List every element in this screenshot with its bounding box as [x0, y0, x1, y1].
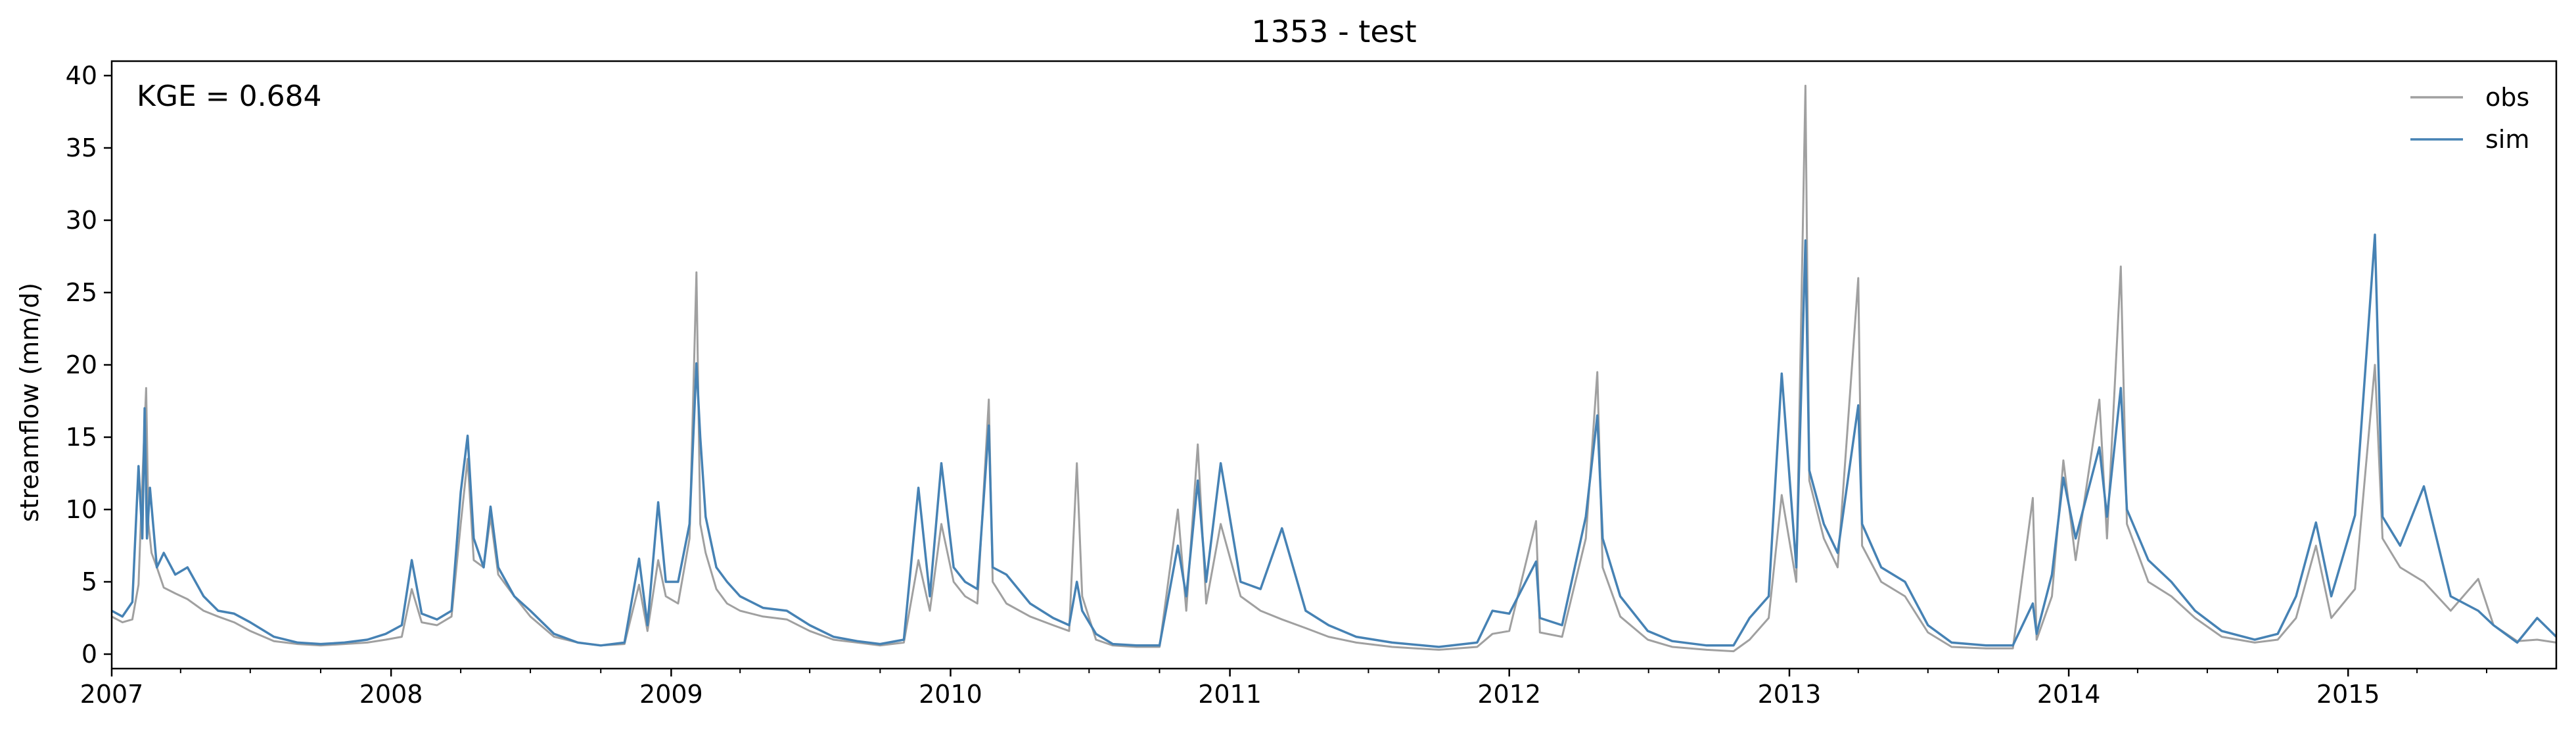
legend: obs sim	[2410, 83, 2529, 154]
x-tick-label: 2015	[2316, 680, 2380, 709]
chart-title: 1353 - test	[1251, 14, 1416, 49]
y-tick-label: 10	[66, 495, 97, 524]
x-tick-label: 2010	[919, 680, 982, 709]
x-tick-label: 2013	[1758, 680, 1822, 709]
x-axis-ticks: 2007 2008 2009 2010 2011 2012 2013 2014 2015	[80, 669, 2488, 709]
y-tick-label: 15	[66, 423, 97, 452]
series-layer	[111, 84, 2558, 653]
y-tick-label: 25	[66, 278, 97, 307]
kge-annotation: KGE = 0.684	[137, 80, 322, 113]
x-tick-label: 2008	[359, 680, 423, 709]
legend-label-sim: sim	[2485, 125, 2529, 154]
y-axis-label: streamflow (mm/d)	[15, 283, 44, 522]
x-tick-label: 2011	[1198, 680, 1262, 709]
series-line-obs	[111, 84, 2557, 653]
x-tick-label: 2007	[80, 680, 144, 709]
y-tick-label: 40	[66, 61, 97, 90]
series-line-sim	[111, 233, 2558, 648]
x-tick-label: 2014	[2037, 680, 2101, 709]
x-tick-label: 2012	[1477, 680, 1541, 709]
y-tick-label: 30	[66, 206, 97, 235]
y-tick-label: 35	[66, 133, 97, 162]
x-tick-label: 2009	[639, 680, 703, 709]
y-tick-label: 5	[81, 567, 97, 596]
y-axis-ticks: 0 5 10 15 20 25 30 35 40	[66, 61, 112, 669]
legend-label-obs: obs	[2485, 83, 2529, 112]
plot-frame	[110, 60, 2558, 670]
y-tick-label: 20	[66, 350, 97, 379]
y-tick-label: 0	[81, 640, 97, 669]
